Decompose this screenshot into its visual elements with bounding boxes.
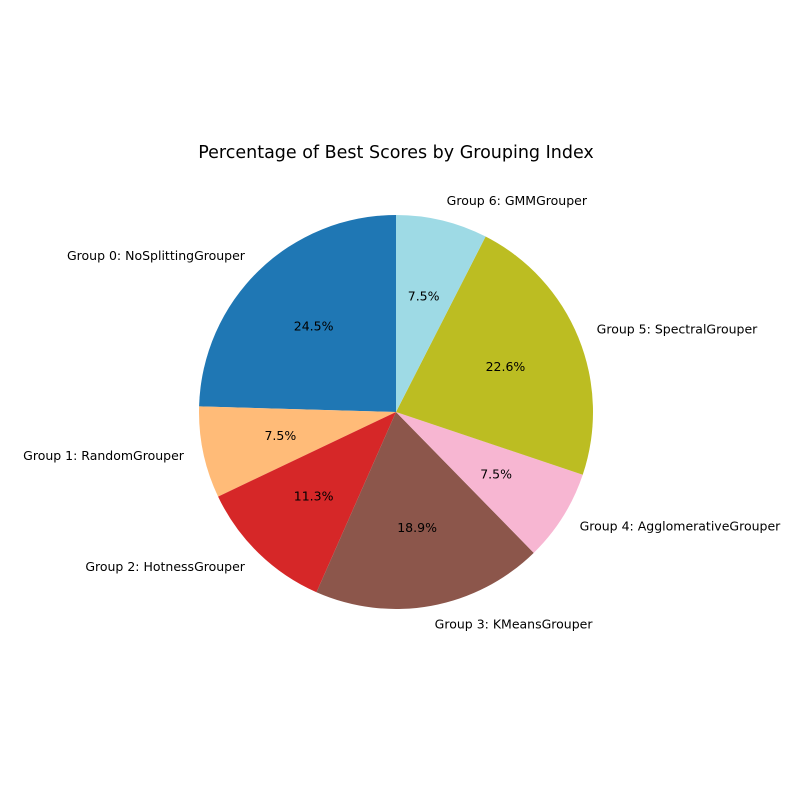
chart-title: Percentage of Best Scores by Grouping In… <box>198 143 594 163</box>
pie-category-label-2: Group 2: HotnessGrouper <box>85 559 245 574</box>
pie-percent-label-6: 7.5% <box>408 289 440 304</box>
pie-percent-label-1: 7.5% <box>264 428 296 443</box>
labels-layer: 24.5% Group 0: NoSplittingGrouper 7.5% Grou… <box>23 193 781 632</box>
pie-percent-label-4: 7.5% <box>480 466 512 481</box>
slices-layer <box>199 215 594 609</box>
pie-percent-label-0: 24.5% <box>294 319 334 334</box>
pie-category-label-6: Group 6: GMMGrouper <box>447 193 588 208</box>
pie-slice-4 <box>396 412 583 553</box>
pie-slice-0 <box>199 215 396 412</box>
pie-category-label-1: Group 1: RandomGrouper <box>23 448 185 463</box>
pie-category-label-0: Group 0: NoSplittingGrouper <box>67 248 246 263</box>
pie-percent-label-3: 18.9% <box>397 520 437 535</box>
pie-category-label-4: Group 4: AgglomerativeGrouper <box>580 519 782 534</box>
pie-slice-2 <box>218 412 396 593</box>
pie-slice-6 <box>396 215 486 412</box>
pie-slice-1 <box>199 406 396 497</box>
pie-category-label-3: Group 3: KMeansGrouper <box>435 617 594 632</box>
pie-category-label-5: Group 5: SpectralGrouper <box>597 322 759 337</box>
pie-slice-3 <box>316 412 534 609</box>
pie-percent-label-5: 22.6% <box>486 359 526 374</box>
pie-percent-label-2: 11.3% <box>294 488 334 503</box>
pie-slice-5 <box>396 236 594 475</box>
